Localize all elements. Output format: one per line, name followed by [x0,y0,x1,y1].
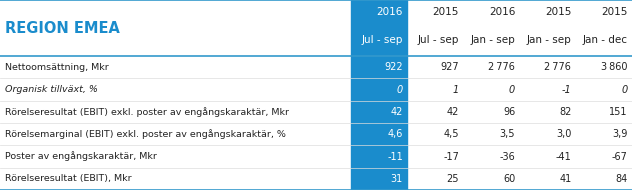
Text: Poster av engångskaraktär, Mkr: Poster av engångskaraktär, Mkr [5,152,157,162]
Text: 0: 0 [621,85,628,95]
Text: 31: 31 [391,174,403,184]
Text: 151: 151 [609,107,628,117]
Text: -17: -17 [443,151,459,162]
Text: 2015: 2015 [545,7,571,17]
Bar [351,168,407,190]
Text: 3,5: 3,5 [500,129,515,139]
Text: 0: 0 [509,85,515,95]
Text: 2016: 2016 [489,7,515,17]
Text: 2015: 2015 [601,7,628,17]
Text: Rörelseresultat (EBIT) exkl. poster av engångskaraktär, Mkr: Rörelseresultat (EBIT) exkl. poster av e… [5,107,289,117]
Text: 4,6: 4,6 [387,129,403,139]
Text: -1: -1 [562,85,571,95]
Text: Rörelseresultat (EBIT), Mkr: Rörelseresultat (EBIT), Mkr [5,174,131,183]
Text: 96: 96 [503,107,515,117]
Text: 2016: 2016 [377,7,403,17]
Text: REGION EMEA: REGION EMEA [5,21,120,36]
Text: 60: 60 [503,174,515,184]
Text: 922: 922 [384,62,403,72]
Text: Rörelsemarginal (EBIT) exkl. poster av engångskaraktär, %: Rörelsemarginal (EBIT) exkl. poster av e… [5,129,286,139]
Text: -67: -67 [612,151,628,162]
Text: 84: 84 [616,174,628,184]
Bar [351,101,407,123]
Text: Jan - sep: Jan - sep [526,35,571,45]
Text: 4,5: 4,5 [444,129,459,139]
Text: -36: -36 [499,151,515,162]
Text: -11: -11 [387,151,403,162]
Bar [351,145,407,168]
Text: 41: 41 [559,174,571,184]
Text: 927: 927 [441,62,459,72]
Text: 0: 0 [396,85,403,95]
Text: 3,9: 3,9 [612,129,628,139]
Bar [351,78,407,101]
Text: Nettoomsättning, Mkr: Nettoomsättning, Mkr [5,63,109,72]
Text: Jan - dec: Jan - dec [583,35,628,45]
Text: Jul - sep: Jul - sep [362,35,403,45]
Text: Jan - sep: Jan - sep [470,35,515,45]
Bar [351,0,407,56]
Text: 25: 25 [446,174,459,184]
Bar [351,123,407,145]
Text: 1: 1 [453,85,459,95]
Bar [351,56,407,78]
Text: Jul - sep: Jul - sep [418,35,459,45]
Text: 2 776: 2 776 [489,62,515,72]
Text: 42: 42 [447,107,459,117]
Text: 3,0: 3,0 [556,129,571,139]
Text: 42: 42 [391,107,403,117]
Text: 82: 82 [559,107,571,117]
Text: Organisk tillväxt, %: Organisk tillväxt, % [5,85,98,94]
Text: -41: -41 [556,151,571,162]
Text: 2015: 2015 [432,7,459,17]
Text: 2 776: 2 776 [544,62,571,72]
Text: 3 860: 3 860 [601,62,628,72]
